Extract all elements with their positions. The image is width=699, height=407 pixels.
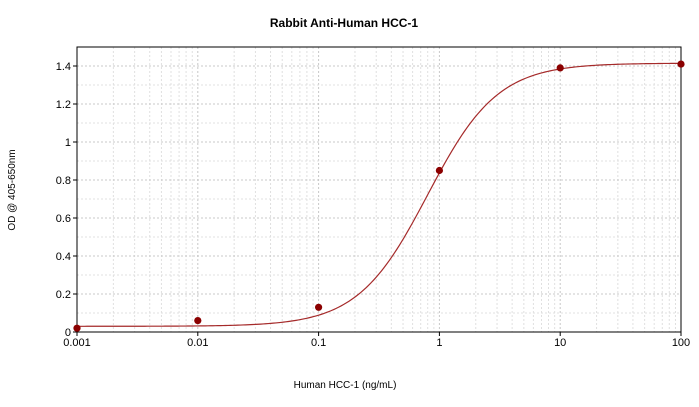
data-point bbox=[435, 166, 443, 175]
data-points bbox=[73, 60, 685, 332]
y-tick-label: 0.2 bbox=[56, 289, 71, 301]
y-tick-label: 0.8 bbox=[56, 175, 71, 187]
x-tick-label: 0.001 bbox=[63, 337, 91, 349]
x-tick-label: 1 bbox=[436, 337, 442, 349]
data-point bbox=[677, 60, 685, 68]
y-axis-label: OD @ 405-650nm bbox=[7, 149, 18, 230]
chart-title: Rabbit Anti-Human HCC-1 bbox=[270, 16, 419, 30]
y-tick-label: 1.2 bbox=[56, 99, 71, 111]
axes bbox=[73, 46, 682, 336]
tick-labels: 0.001 0.01 0.1 1 10 100 0 0.2 0.4 0.6 0.8 1 1.2 1.4 bbox=[56, 61, 690, 349]
fit-curve bbox=[77, 62, 682, 327]
y-tick-label: 0.4 bbox=[56, 251, 71, 263]
y-tick-label: 1 bbox=[65, 137, 71, 149]
fit-curve-layer bbox=[77, 62, 682, 327]
x-axis-label: Human HCC-1 (ng/mL) bbox=[294, 380, 397, 391]
y-tick-label: 0.6 bbox=[56, 213, 71, 225]
y-tick-label: 0 bbox=[65, 327, 71, 339]
data-point bbox=[315, 303, 323, 311]
plot-frame bbox=[76, 46, 682, 333]
x-tick-label: 10 bbox=[554, 337, 566, 349]
x-tick-label: 0.01 bbox=[187, 337, 208, 349]
data-point bbox=[556, 64, 564, 72]
grid bbox=[76, 46, 681, 333]
data-point bbox=[73, 324, 81, 332]
x-tick-label: 100 bbox=[672, 337, 690, 349]
x-tick-label: 0.1 bbox=[311, 337, 326, 349]
data-point bbox=[194, 317, 202, 325]
y-tick-label: 1.4 bbox=[56, 61, 71, 73]
